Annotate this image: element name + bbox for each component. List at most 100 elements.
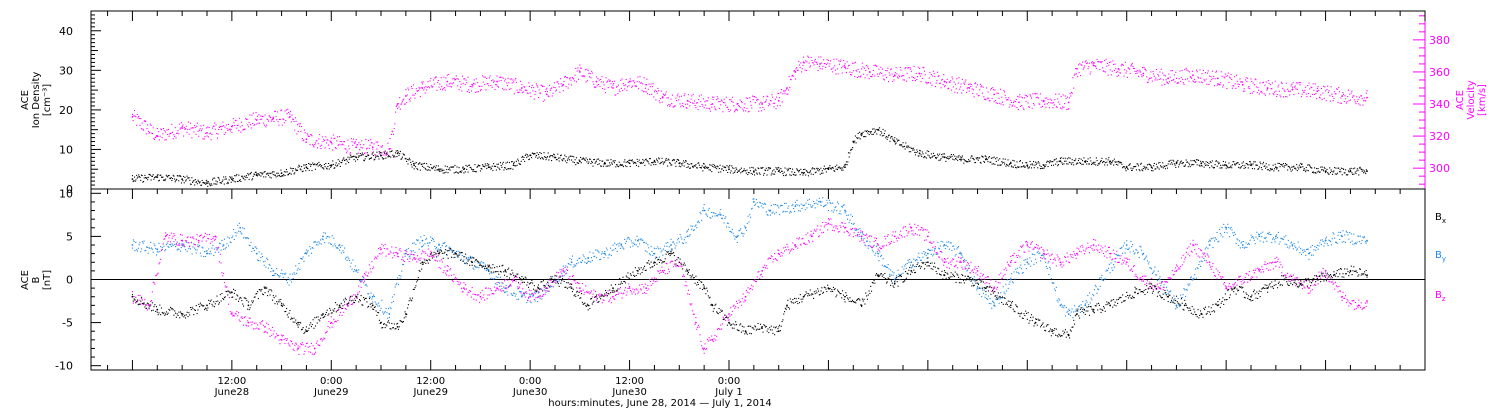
density-point xyxy=(366,155,368,158)
density-point xyxy=(1287,165,1289,168)
velocity-point xyxy=(936,79,938,82)
velocity-point xyxy=(995,102,997,104)
by-point xyxy=(639,239,641,241)
velocity-point xyxy=(740,100,743,103)
by-point xyxy=(518,298,520,300)
density-point xyxy=(1270,169,1272,171)
density-point xyxy=(381,152,383,154)
density-point xyxy=(728,166,730,168)
density-point xyxy=(374,158,376,160)
density-point xyxy=(1024,166,1026,168)
density-point xyxy=(432,167,434,169)
density-point xyxy=(1146,167,1148,169)
density-point xyxy=(1115,163,1117,165)
by-point xyxy=(479,263,481,265)
velocity-point xyxy=(209,133,211,135)
density-point xyxy=(1212,166,1214,168)
density-point xyxy=(743,168,745,170)
velocity-point xyxy=(1196,71,1198,73)
by-point xyxy=(844,212,846,214)
by-point xyxy=(601,251,603,253)
by-point xyxy=(470,257,472,259)
velocity-point xyxy=(335,147,337,149)
by-point xyxy=(274,273,276,275)
velocity-point xyxy=(1065,97,1067,100)
velocity-point xyxy=(268,115,270,117)
density-point xyxy=(597,164,599,166)
density-point xyxy=(473,170,475,172)
velocity-point xyxy=(178,123,180,125)
density-point xyxy=(551,159,553,162)
density-point xyxy=(976,158,978,160)
density-point xyxy=(137,176,139,178)
density-point xyxy=(283,171,285,173)
density-point xyxy=(716,165,718,167)
density-point xyxy=(1340,167,1343,169)
velocity-point xyxy=(870,75,872,78)
velocity-point xyxy=(1023,109,1025,111)
by-point xyxy=(865,245,867,247)
velocity-point xyxy=(881,68,883,70)
by-point xyxy=(940,240,942,242)
density-point xyxy=(403,154,405,156)
velocity-point xyxy=(1201,73,1203,75)
density-point xyxy=(1254,161,1256,163)
by-point xyxy=(552,275,554,278)
velocity-point xyxy=(1307,84,1309,87)
velocity-point xyxy=(544,99,546,101)
density-point xyxy=(1113,164,1115,166)
velocity-point xyxy=(756,98,758,101)
by-point xyxy=(930,253,932,255)
velocity-point xyxy=(804,69,806,71)
density-point xyxy=(823,165,825,167)
density-point xyxy=(1251,167,1253,170)
density-point xyxy=(1025,162,1027,164)
velocity-point xyxy=(646,78,648,80)
density-point xyxy=(272,171,274,173)
velocity-point xyxy=(664,94,666,96)
velocity-point xyxy=(1198,77,1200,79)
velocity-point xyxy=(797,69,799,71)
velocity-point xyxy=(879,72,881,74)
velocity-point xyxy=(1362,104,1364,106)
density-point xyxy=(1121,163,1123,165)
density-point xyxy=(290,167,292,169)
by-point xyxy=(668,246,670,248)
velocity-point xyxy=(649,93,651,96)
by-point xyxy=(251,250,253,253)
velocity-point xyxy=(424,87,426,89)
density-point xyxy=(734,170,736,172)
by-point xyxy=(396,282,398,284)
density-point xyxy=(325,162,327,165)
density-point xyxy=(535,154,537,157)
velocity-point xyxy=(1010,99,1012,101)
velocity-point xyxy=(1316,87,1318,89)
density-point xyxy=(899,144,901,146)
velocity-point xyxy=(269,116,271,118)
density-point xyxy=(880,130,882,133)
by-point xyxy=(606,249,608,251)
by-point xyxy=(134,250,136,252)
by-point xyxy=(1033,263,1035,265)
velocity-point xyxy=(221,128,223,130)
density-point xyxy=(1204,163,1206,165)
by-anchor-point xyxy=(752,201,755,203)
velocity-point xyxy=(1254,78,1256,80)
velocity-point xyxy=(1186,78,1189,80)
density-point xyxy=(892,138,894,140)
velocity-point xyxy=(716,96,718,98)
velocity-point xyxy=(399,108,401,110)
by-point xyxy=(900,273,902,275)
density-point xyxy=(826,167,828,169)
velocity-point xyxy=(451,83,453,85)
velocity-point xyxy=(663,94,665,96)
density-point xyxy=(573,156,575,158)
by-point xyxy=(1006,290,1008,292)
velocity-point xyxy=(1356,100,1358,102)
density-anchor-point xyxy=(844,166,846,169)
velocity-point xyxy=(827,59,830,61)
velocity-point xyxy=(493,81,495,83)
by-point xyxy=(1014,278,1016,280)
velocity-point xyxy=(785,90,787,92)
density-point xyxy=(559,157,561,159)
